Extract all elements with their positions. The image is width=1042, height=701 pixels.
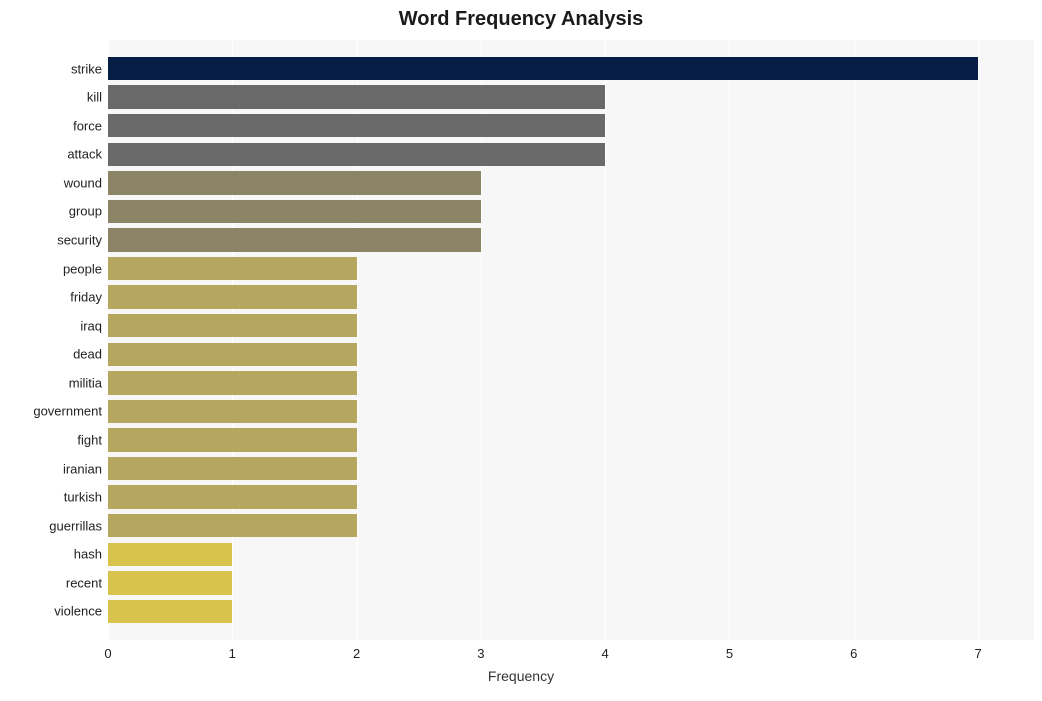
x-tick-label: 1 [229, 646, 236, 661]
bar [108, 285, 357, 308]
bar-row: attack [108, 143, 1034, 166]
bar-row: iraq [108, 314, 1034, 337]
bar-row: militia [108, 371, 1034, 394]
y-tick-label: militia [69, 375, 108, 390]
x-tick-label: 7 [974, 646, 981, 661]
y-tick-label: strike [71, 61, 108, 76]
bar [108, 114, 605, 137]
x-tick-label: 3 [477, 646, 484, 661]
bar [108, 571, 232, 594]
x-tick-label: 5 [726, 646, 733, 661]
bar [108, 514, 357, 537]
y-tick-label: wound [64, 175, 108, 190]
bar [108, 485, 357, 508]
y-tick-label: violence [54, 604, 108, 619]
y-tick-label: dead [73, 347, 108, 362]
bar-row: security [108, 228, 1034, 251]
bar-row: fight [108, 428, 1034, 451]
x-tick-label: 0 [104, 646, 111, 661]
bar-row: government [108, 400, 1034, 423]
y-tick-label: guerrillas [49, 518, 108, 533]
bar [108, 143, 605, 166]
bar [108, 85, 605, 108]
bar [108, 171, 481, 194]
y-tick-label: force [73, 118, 108, 133]
y-tick-label: security [57, 232, 108, 247]
bar-row: friday [108, 285, 1034, 308]
y-tick-label: friday [70, 290, 108, 305]
bar-row: group [108, 200, 1034, 223]
bar [108, 343, 357, 366]
bar [108, 400, 357, 423]
bar [108, 228, 481, 251]
y-tick-label: iraq [80, 318, 108, 333]
bar-row: iranian [108, 457, 1034, 480]
x-tick-label: 4 [602, 646, 609, 661]
y-tick-label: turkish [64, 490, 108, 505]
bar [108, 57, 978, 80]
bar-row: turkish [108, 485, 1034, 508]
y-tick-label: fight [77, 432, 108, 447]
y-tick-label: attack [67, 147, 108, 162]
bar-row: wound [108, 171, 1034, 194]
bar-row: violence [108, 600, 1034, 623]
bar [108, 457, 357, 480]
bar [108, 371, 357, 394]
bar-row: recent [108, 571, 1034, 594]
y-tick-label: recent [66, 575, 108, 590]
y-tick-label: iranian [63, 461, 108, 476]
y-tick-label: people [63, 261, 108, 276]
bar-row: strike [108, 57, 1034, 80]
bar [108, 200, 481, 223]
chart-title: Word Frequency Analysis [0, 8, 1042, 31]
y-tick-label: government [33, 404, 108, 419]
y-tick-label: hash [74, 547, 108, 562]
bar-row: force [108, 114, 1034, 137]
bar-row: people [108, 257, 1034, 280]
bar [108, 543, 232, 566]
chart-container: Word Frequency Analysis 01234567strikeki… [0, 0, 1042, 701]
bar-row: kill [108, 85, 1034, 108]
x-tick-label: 2 [353, 646, 360, 661]
bar [108, 428, 357, 451]
y-tick-label: group [69, 204, 108, 219]
bar [108, 600, 232, 623]
x-tick-label: 6 [850, 646, 857, 661]
bar [108, 314, 357, 337]
bar-row: guerrillas [108, 514, 1034, 537]
x-axis-label: Frequency [0, 668, 1042, 684]
bar-row: dead [108, 343, 1034, 366]
bar-row: hash [108, 543, 1034, 566]
y-tick-label: kill [87, 90, 108, 105]
plot-area: 01234567strikekillforceattackwoundgroups… [108, 40, 1034, 640]
bar [108, 257, 357, 280]
